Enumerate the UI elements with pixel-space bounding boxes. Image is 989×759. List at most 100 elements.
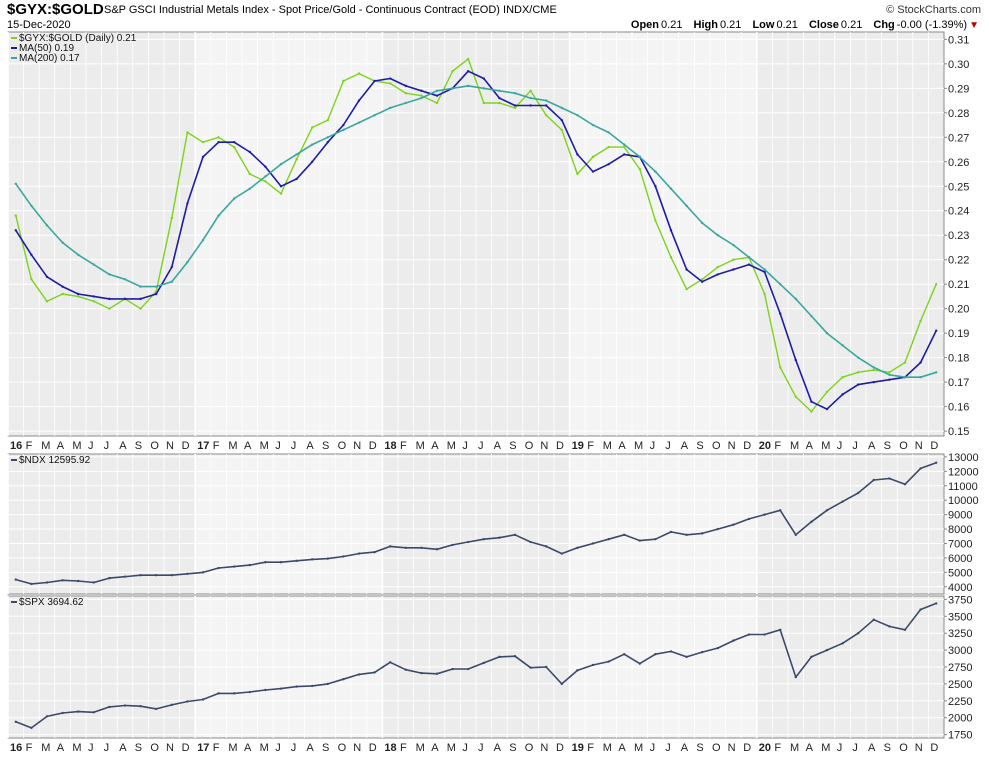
x-tick-label: N	[915, 742, 923, 754]
data-point	[654, 652, 657, 656]
data-point	[669, 650, 673, 653]
y-tick-label: 12000	[948, 466, 979, 478]
x-tick-label: A	[306, 742, 314, 754]
x-tick-label: S	[884, 440, 891, 452]
data-point	[217, 566, 220, 570]
data-point	[30, 253, 33, 257]
x-tick-label: S	[322, 440, 329, 452]
brand-link[interactable]: © StockCharts.com	[886, 4, 981, 16]
data-point	[919, 361, 922, 364]
x-tick-label: S	[509, 440, 516, 452]
data-point	[669, 530, 673, 534]
data-point	[560, 552, 563, 555]
data-point	[404, 92, 407, 95]
close-value: 0.21	[840, 19, 863, 31]
data-point	[45, 715, 49, 718]
data-point	[591, 170, 595, 173]
y-tick-label: 2250	[948, 696, 972, 708]
data-point	[108, 576, 111, 580]
data-point	[92, 295, 96, 298]
chart-header: $GYX:$GOLD S&P GSCI Industrial Metals In…	[0, 0, 989, 32]
data-point	[357, 72, 361, 75]
x-tick-label: N	[353, 742, 361, 754]
x-tick-label: M	[72, 440, 81, 452]
x-tick-label: M	[790, 742, 799, 754]
x-tick-label: F	[400, 440, 407, 452]
data-point	[201, 238, 205, 242]
data-point	[607, 145, 610, 149]
data-point	[841, 376, 844, 379]
data-point	[30, 582, 33, 586]
data-point	[311, 143, 314, 146]
y-tick-label: 10000	[948, 495, 979, 507]
data-point	[810, 655, 813, 659]
legend-label: MA(50) 0.19	[19, 43, 74, 54]
data-point	[872, 618, 875, 621]
data-point	[61, 579, 64, 582]
data-point	[857, 631, 860, 635]
data-point	[311, 684, 314, 688]
open-label: Open	[630, 19, 660, 31]
x-tick-label: S	[509, 742, 516, 754]
data-point	[170, 574, 173, 577]
data-point	[810, 520, 813, 524]
data-point	[108, 273, 111, 276]
data-point	[498, 536, 501, 539]
x-tick-label: J	[478, 742, 484, 754]
data-point	[763, 268, 766, 271]
data-point	[201, 698, 205, 701]
data-point	[45, 224, 49, 227]
x-tick-label: N	[540, 742, 548, 754]
data-point	[217, 140, 220, 144]
data-point	[747, 517, 751, 521]
x-tick-label: F	[587, 440, 594, 452]
x-tick-label: A	[306, 440, 314, 452]
data-point	[404, 101, 407, 105]
x-tick-label: N	[166, 742, 174, 754]
data-point	[872, 368, 875, 372]
y-tick-label: 5000	[948, 567, 972, 579]
data-point	[669, 187, 673, 190]
data-point	[61, 285, 64, 288]
data-point	[747, 263, 751, 266]
x-tick-label: D	[930, 742, 938, 754]
data-point	[919, 376, 922, 379]
data-point	[61, 241, 64, 244]
x-tick-label: O	[712, 742, 721, 754]
data-point	[623, 143, 626, 146]
data-point	[217, 136, 220, 139]
x-tick-label: O	[899, 742, 908, 754]
series-line-0-2	[15, 85, 937, 379]
y-tick-label: 0.20	[948, 304, 969, 316]
data-point	[935, 461, 938, 464]
data-point	[342, 128, 345, 132]
x-tick-label: M	[228, 742, 237, 754]
data-point	[404, 546, 407, 550]
data-point	[389, 545, 392, 548]
x-tick-label: D	[556, 742, 564, 754]
x-tick-label: J	[665, 742, 671, 754]
x-tick-label: M	[447, 440, 456, 452]
data-point	[482, 661, 485, 665]
x-tick-label: D	[182, 742, 190, 754]
x-tick-label: M	[41, 440, 50, 452]
x-tick-label: M	[790, 440, 799, 452]
data-point	[919, 608, 922, 611]
x-tick-label: F	[26, 440, 33, 452]
x-tick-label: O	[150, 742, 159, 754]
x-tick-label: N	[540, 440, 548, 452]
data-point	[482, 101, 485, 105]
low-label: Low	[752, 19, 775, 31]
y-tick-label: 0.25	[948, 181, 969, 193]
series-line-2-0	[15, 602, 937, 729]
data-point	[529, 540, 532, 544]
data-point	[373, 114, 376, 117]
data-point	[591, 123, 595, 127]
data-point	[701, 650, 704, 654]
data-point	[701, 221, 704, 225]
data-point	[201, 155, 205, 159]
x-tick-label: J	[462, 440, 468, 452]
data-point	[373, 79, 376, 83]
data-point	[342, 123, 345, 127]
data-point	[716, 273, 719, 276]
